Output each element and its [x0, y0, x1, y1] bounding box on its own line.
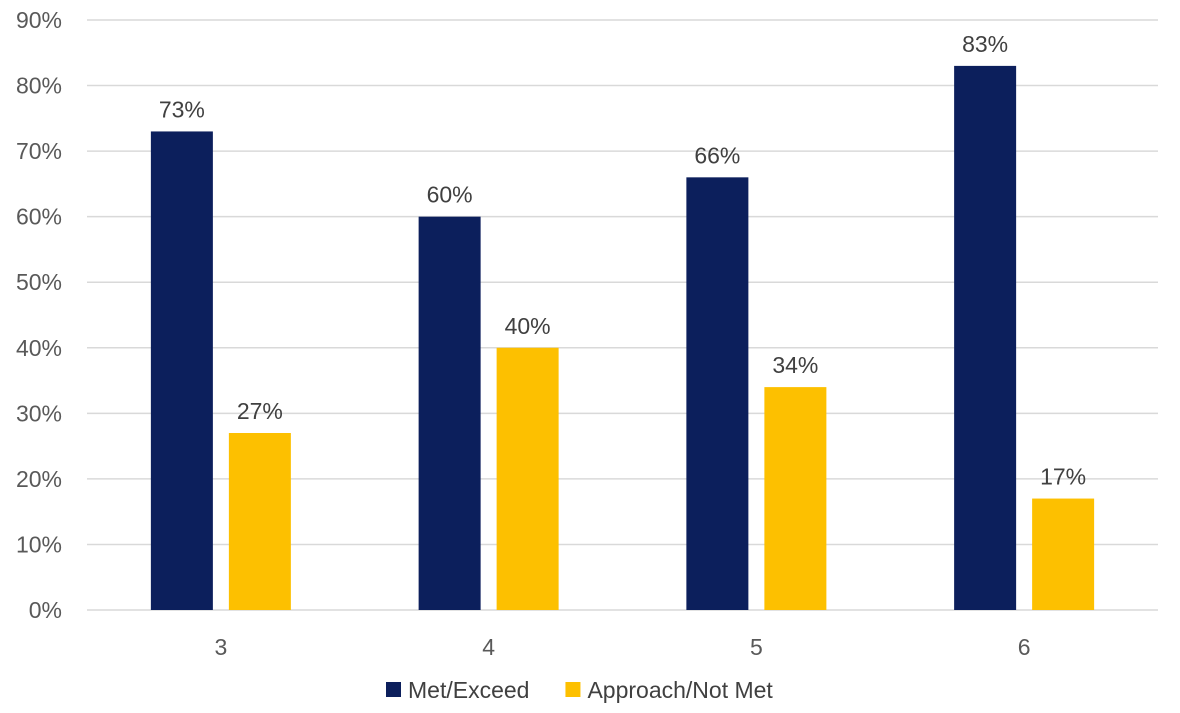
legend: Met/Exceed Approach/Not Met [386, 677, 773, 703]
x-tick-label: 5 [750, 634, 763, 660]
bars [151, 66, 1094, 610]
bar-met-exceed-4 [419, 217, 481, 610]
x-axis-ticks: 3 4 5 6 [214, 634, 1030, 660]
data-label: 83% [962, 31, 1008, 57]
y-tick-label: 30% [16, 400, 62, 426]
y-tick-label: 90% [16, 7, 62, 33]
y-axis-ticks: 0% 10% 20% 30% 40% 50% 60% 70% 80% 90% [16, 7, 62, 623]
y-tick-label: 70% [16, 138, 62, 164]
legend-label-approach-not-met: Approach/Not Met [587, 677, 773, 703]
legend-swatch-approach-not-met [565, 682, 580, 697]
bar-approach-not-met-6 [1032, 499, 1094, 610]
y-tick-label: 80% [16, 73, 62, 99]
x-tick-label: 4 [482, 634, 495, 660]
x-tick-label: 3 [214, 634, 227, 660]
data-label: 73% [159, 96, 205, 122]
y-tick-label: 60% [16, 204, 62, 230]
bar-met-exceed-3 [151, 131, 213, 610]
legend-label-met-exceed: Met/Exceed [408, 677, 529, 703]
data-label: 40% [505, 313, 551, 339]
x-tick-label: 6 [1018, 634, 1031, 660]
data-label: 60% [427, 182, 473, 208]
bar-approach-not-met-3 [229, 433, 291, 610]
bar-approach-not-met-5 [764, 387, 826, 610]
data-label: 17% [1040, 464, 1086, 490]
data-label: 34% [772, 352, 818, 378]
bar-met-exceed-5 [686, 177, 748, 610]
y-tick-label: 50% [16, 269, 62, 295]
bar-approach-not-met-4 [497, 348, 559, 610]
y-tick-label: 40% [16, 335, 62, 361]
data-label: 66% [694, 142, 740, 168]
data-labels: 73% 27% 60% 40% 66% 34% 83% 17% [159, 31, 1086, 490]
y-tick-label: 10% [16, 531, 62, 557]
y-tick-label: 20% [16, 466, 62, 492]
bar-met-exceed-6 [954, 66, 1016, 610]
legend-swatch-met-exceed [386, 682, 401, 697]
y-tick-label: 0% [29, 597, 62, 623]
data-label: 27% [237, 398, 283, 424]
